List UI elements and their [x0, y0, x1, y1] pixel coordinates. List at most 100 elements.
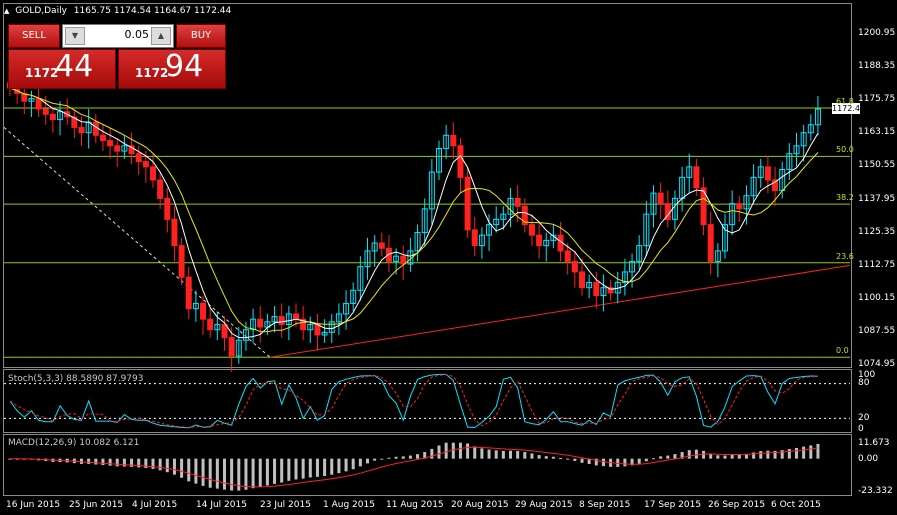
macd-axis-label: 11.673	[858, 438, 890, 448]
macd-histogram-bar	[323, 458, 327, 477]
price-axis-label: 1087.55	[858, 325, 896, 336]
macd-histogram-bar	[265, 458, 269, 486]
candle-body	[393, 255, 400, 262]
macd-panel[interactable]	[3, 434, 852, 496]
macd-histogram-bar	[458, 442, 462, 459]
candle-body	[629, 260, 636, 273]
date-axis-label: 29 Aug 2015	[515, 500, 573, 510]
fib-diagonal	[3, 127, 271, 358]
price-axis-label: 1100.15	[858, 292, 896, 303]
macd-histogram-bar	[694, 449, 698, 459]
macd-histogram-bar	[230, 458, 234, 491]
candle-body	[378, 242, 385, 249]
price-axis-label: 1163.15	[858, 127, 896, 138]
buy-button[interactable]: BUY	[176, 24, 226, 48]
macd-histogram-bar	[401, 456, 405, 459]
candle-body	[400, 255, 407, 265]
macd-histogram-bar	[480, 448, 484, 459]
date-axis-label: 23 Jul 2015	[260, 500, 311, 510]
candle-body	[371, 242, 378, 252]
main-chart-panel[interactable]	[3, 3, 852, 368]
date-axis-label: 14 Jul 2015	[196, 500, 247, 510]
macd-histogram-bar	[573, 458, 577, 461]
macd-histogram-bar	[208, 458, 212, 488]
sell-button[interactable]: SELL	[8, 24, 60, 48]
candle-body	[150, 166, 156, 181]
candle-body	[800, 132, 807, 147]
candle-body	[607, 287, 614, 294]
candle-body	[493, 218, 500, 226]
fib-level-label: 23.6	[836, 251, 854, 261]
lot-decrease-icon[interactable]: ▼	[65, 27, 85, 45]
macd-axis-label: 0.00	[858, 453, 879, 464]
candle-body	[586, 281, 593, 289]
candle-body	[571, 260, 578, 273]
macd-histogram-bar	[437, 445, 441, 459]
symbol-name: GOLD,Daily	[15, 6, 67, 16]
candle-body	[486, 224, 493, 236]
buy-price-box[interactable]: 1172 94	[118, 49, 226, 89]
date-axis-label: 20 Aug 2015	[451, 500, 509, 510]
macd-histogram-bar	[587, 458, 591, 465]
macd-histogram-bar	[623, 458, 627, 467]
candle-body	[385, 247, 392, 262]
candle-body	[364, 250, 371, 268]
candle-body	[464, 176, 471, 231]
candle-body	[321, 331, 328, 336]
candle-body	[35, 98, 42, 110]
macd-histogram-bar	[423, 452, 427, 459]
macd-histogram-bar	[244, 458, 248, 490]
candle-body	[443, 134, 450, 149]
candle-body	[786, 153, 793, 170]
candle-body	[214, 323, 221, 331]
macd-histogram-bar	[709, 453, 713, 459]
candle-body	[793, 145, 800, 155]
macd-histogram-bar	[787, 449, 791, 459]
stoch-panel[interactable]	[3, 369, 852, 433]
macd-histogram-bar	[315, 458, 319, 477]
macd-histogram-bar	[773, 450, 777, 459]
macd-histogram-bar	[802, 446, 806, 459]
lot-size-value[interactable]: 0.05	[124, 28, 150, 41]
macd-histogram-bar	[201, 458, 205, 486]
stoch-signal-line	[9, 374, 819, 428]
candle-body	[521, 205, 528, 226]
macd-histogram-bar	[659, 456, 663, 459]
collapse-triangle-icon[interactable]: ▲	[4, 7, 10, 15]
macd-histogram-bar	[566, 458, 570, 460]
lot-size-stepper[interactable]: ▼ 0.05 ▲	[62, 24, 174, 48]
candle-body	[621, 271, 628, 283]
buy-price-pips: 94	[165, 49, 204, 84]
macd-histogram-bar	[637, 458, 641, 464]
macd-histogram-bar	[616, 458, 620, 467]
date-axis-label: 8 Sep 2015	[579, 500, 631, 510]
macd-histogram-bar	[580, 458, 584, 463]
macd-histogram-bar	[358, 458, 362, 467]
candle-body	[49, 113, 56, 121]
candle-body	[764, 166, 771, 181]
candle-body	[528, 224, 535, 236]
candle-body	[242, 329, 249, 341]
macd-histogram-bar	[516, 450, 520, 459]
price-axis-label: 1074.95	[858, 359, 896, 369]
macd-histogram-bar	[380, 458, 384, 460]
candle-body	[343, 302, 350, 315]
macd-histogram-bar	[130, 458, 134, 467]
sell-price-prefix: 1172	[25, 66, 59, 80]
sell-price-box[interactable]: 1172 44	[8, 49, 116, 89]
candle-body	[228, 337, 235, 357]
candle-body	[257, 318, 264, 328]
candle-body	[192, 302, 199, 310]
macd-histogram-bar	[816, 443, 820, 459]
macd-histogram-bar	[172, 458, 176, 475]
candle-body	[478, 234, 485, 247]
macd-histogram-bar	[430, 448, 434, 459]
lot-increase-icon[interactable]: ▲	[151, 27, 171, 45]
sell-price-pips: 44	[55, 49, 94, 84]
stoch-axis-label: 0	[858, 424, 864, 434]
macd-histogram-bar	[108, 458, 112, 466]
candle-body	[178, 245, 185, 278]
macd-histogram-bar	[215, 458, 219, 489]
macd-histogram-bar	[294, 458, 298, 480]
